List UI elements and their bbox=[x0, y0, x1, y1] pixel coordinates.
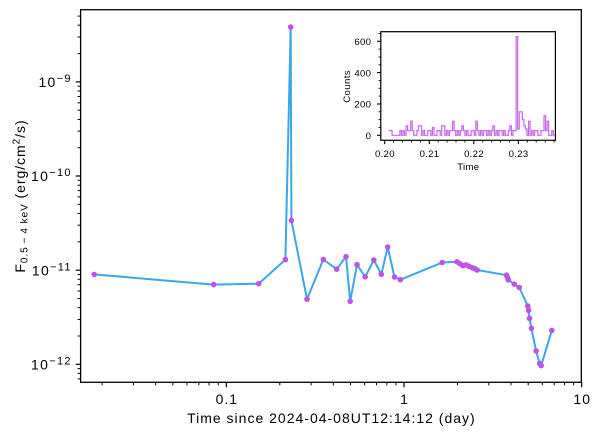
svg-text:10−9: 10−9 bbox=[38, 73, 71, 90]
svg-text:Time: Time bbox=[457, 162, 479, 173]
svg-text:0.23: 0.23 bbox=[509, 149, 529, 160]
svg-text:0: 0 bbox=[366, 131, 372, 142]
svg-text:0.21: 0.21 bbox=[420, 149, 440, 160]
svg-text:0.22: 0.22 bbox=[464, 149, 484, 160]
svg-text:10−11: 10−11 bbox=[32, 261, 72, 278]
svg-text:10−10: 10−10 bbox=[31, 167, 72, 184]
svg-text:600: 600 bbox=[354, 37, 371, 48]
svg-text:Counts: Counts bbox=[342, 70, 353, 103]
svg-text:Time since 2024-04-08UT12:14:1: Time since 2024-04-08UT12:14:12 (day) bbox=[187, 410, 476, 426]
svg-text:0.1: 0.1 bbox=[216, 391, 238, 407]
svg-text:200: 200 bbox=[354, 100, 371, 111]
svg-text:400: 400 bbox=[354, 68, 371, 79]
svg-text:10−12: 10−12 bbox=[31, 355, 72, 372]
svg-text:0.20: 0.20 bbox=[375, 149, 395, 160]
svg-text:1: 1 bbox=[400, 391, 408, 407]
svg-text:10: 10 bbox=[573, 391, 591, 407]
svg-text:F0.5 − 4 keV (erg/cm2/s): F0.5 − 4 keV (erg/cm2/s) bbox=[12, 119, 31, 272]
